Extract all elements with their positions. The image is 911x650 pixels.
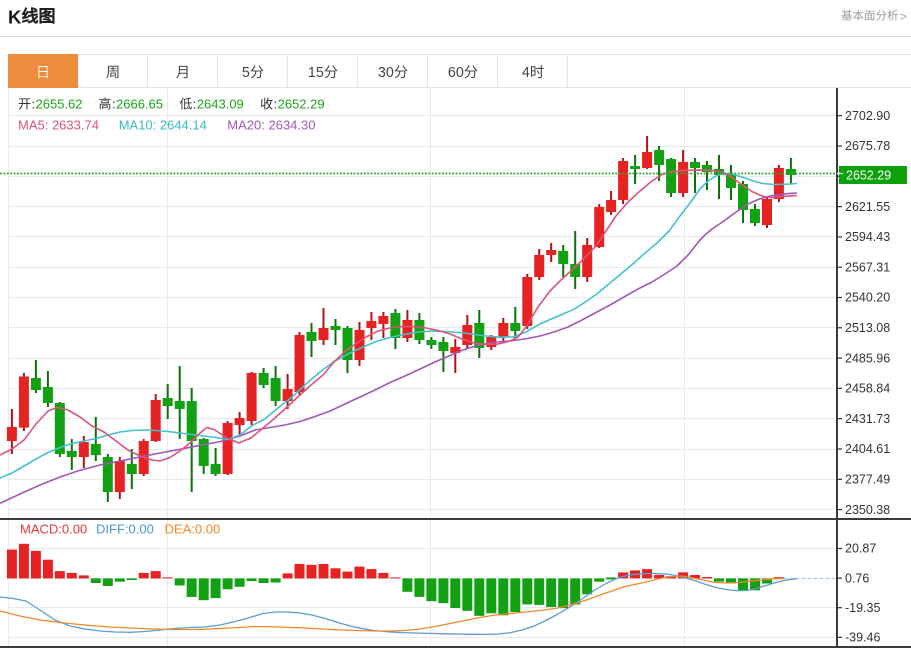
svg-text:2540.20: 2540.20 bbox=[845, 291, 890, 305]
svg-text::: : bbox=[32, 97, 36, 112]
svg-text:2594.43: 2594.43 bbox=[845, 230, 890, 244]
svg-text:2655.62: 2655.62 bbox=[36, 97, 83, 112]
svg-text:-39.46: -39.46 bbox=[845, 631, 880, 645]
svg-text:DIFF:0.00: DIFF:0.00 bbox=[96, 522, 154, 537]
svg-text:2643.09: 2643.09 bbox=[197, 97, 244, 112]
svg-text:2404.61: 2404.61 bbox=[845, 442, 890, 456]
svg-text:2702.90: 2702.90 bbox=[845, 109, 890, 123]
svg-text:2485.96: 2485.96 bbox=[845, 351, 890, 365]
svg-text:K: K bbox=[8, 7, 22, 28]
svg-text:MA5: 2633.74: MA5: 2633.74 bbox=[18, 118, 99, 133]
svg-text:MA20: 2634.30: MA20: 2634.30 bbox=[227, 118, 315, 133]
svg-text::: : bbox=[112, 97, 116, 112]
svg-text:MA10: 2644.14: MA10: 2644.14 bbox=[119, 118, 207, 133]
svg-text:2666.65: 2666.65 bbox=[116, 97, 163, 112]
svg-text:DEA:0.00: DEA:0.00 bbox=[165, 522, 221, 537]
svg-text:0.76: 0.76 bbox=[845, 571, 869, 585]
svg-text:-19.35: -19.35 bbox=[845, 601, 880, 615]
svg-text:MACD:0.00: MACD:0.00 bbox=[20, 522, 87, 537]
svg-text::: : bbox=[274, 97, 278, 112]
svg-text::: : bbox=[193, 97, 197, 112]
svg-text:>: > bbox=[900, 10, 907, 24]
svg-text:20.87: 20.87 bbox=[845, 542, 876, 556]
svg-text:2675.78: 2675.78 bbox=[845, 139, 890, 153]
svg-text:2513.08: 2513.08 bbox=[845, 321, 890, 335]
svg-text:2652.29: 2652.29 bbox=[278, 97, 325, 112]
svg-text:2377.49: 2377.49 bbox=[845, 473, 890, 487]
svg-text:2621.55: 2621.55 bbox=[845, 200, 890, 214]
svg-text:2652.29: 2652.29 bbox=[846, 169, 891, 183]
svg-text:2431.73: 2431.73 bbox=[845, 412, 890, 426]
svg-text:2350.38: 2350.38 bbox=[845, 503, 890, 517]
svg-text:2567.31: 2567.31 bbox=[845, 260, 890, 274]
svg-text:2458.84: 2458.84 bbox=[845, 382, 890, 396]
